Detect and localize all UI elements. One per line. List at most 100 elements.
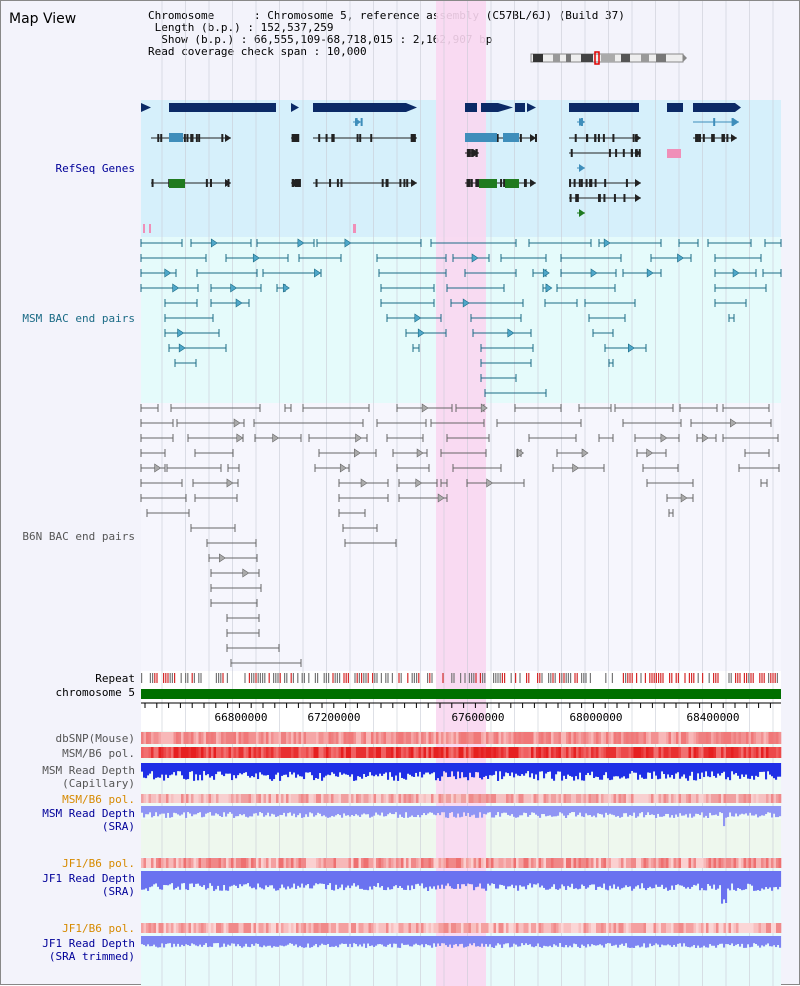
msm-bac-track[interactable] — [140, 238, 782, 397]
depth-bar — [271, 763, 274, 781]
depth-bar — [191, 763, 194, 772]
depth-bar — [599, 871, 602, 887]
depth-bar — [147, 806, 150, 815]
depth-bar — [239, 936, 242, 947]
depth-bar — [735, 806, 738, 814]
heat-cell — [723, 923, 727, 933]
heat-cell — [161, 923, 164, 933]
heat-cell — [351, 794, 354, 803]
heat-cell — [336, 732, 339, 744]
heat-cell — [513, 732, 517, 744]
heat-cell — [461, 794, 464, 803]
heat-cell — [741, 732, 744, 744]
depth-bar — [521, 871, 524, 887]
gene-arrow — [635, 149, 641, 157]
bac-marker — [226, 478, 234, 488]
heat-cell — [638, 858, 642, 868]
depth-bar — [357, 806, 360, 816]
exon — [702, 134, 705, 142]
depth-bar — [497, 763, 500, 781]
depth-bar — [649, 806, 652, 815]
repeat-mark — [473, 673, 475, 683]
depth-bar — [201, 871, 204, 887]
depth-bar — [259, 871, 262, 888]
heat-cell — [643, 923, 647, 933]
heat-cell — [508, 858, 512, 868]
exon — [711, 134, 714, 142]
bac-marker — [486, 478, 494, 488]
heat-cell — [443, 732, 447, 744]
heat-cell — [341, 732, 344, 744]
heat-cell — [491, 732, 494, 744]
depth-bar — [433, 763, 436, 773]
heat-cell — [281, 923, 284, 933]
heat-cell — [318, 732, 322, 744]
heat-cell — [343, 747, 347, 758]
exon — [399, 179, 402, 187]
depth-bar — [569, 936, 572, 946]
depth-bar — [169, 806, 172, 818]
heat-cell — [541, 858, 544, 868]
depth-bar — [623, 936, 626, 946]
heat-cell — [646, 747, 649, 758]
depth-bar — [331, 763, 334, 773]
depth-bar — [763, 936, 766, 947]
heat-cell — [408, 923, 412, 933]
depth-bar — [669, 763, 672, 778]
repeat-mark — [708, 673, 710, 683]
depth-bar — [261, 806, 264, 814]
depth-bar — [597, 763, 600, 778]
refseq-genes-track[interactable] — [141, 103, 741, 233]
depth-bar — [233, 806, 236, 818]
heat-cell — [541, 747, 544, 758]
depth-bar — [225, 871, 228, 891]
depth-bar — [713, 936, 716, 946]
heat-cell — [316, 858, 319, 868]
depth-bar — [663, 871, 666, 889]
depth-bar — [163, 763, 166, 781]
heat-cell — [751, 747, 754, 758]
depth-bar — [283, 806, 286, 813]
heat-cell — [666, 747, 669, 758]
depth-bar — [247, 936, 250, 947]
depth-bar — [499, 871, 502, 885]
depth-bar — [477, 936, 480, 947]
heat-cell — [238, 732, 242, 744]
repeat-mark — [334, 673, 336, 683]
heat-cell — [178, 732, 182, 744]
highlight-region[interactable] — [436, 1, 486, 986]
heat-cell — [536, 732, 539, 744]
heat-cell — [171, 858, 174, 868]
heat-cell — [323, 732, 327, 744]
depth-bar — [713, 763, 716, 776]
depth-bar — [777, 806, 780, 818]
depth-bar — [479, 763, 482, 778]
exon — [466, 179, 469, 187]
repeat-mark — [262, 673, 264, 683]
gene-block — [667, 103, 683, 112]
heat-cell — [173, 794, 177, 803]
depth-bar — [381, 806, 384, 813]
heat-cell — [513, 794, 517, 803]
depth-bar — [241, 763, 244, 775]
exon — [476, 179, 479, 187]
repeat-mark — [200, 673, 202, 683]
depth-bar — [331, 806, 334, 816]
heat-cell — [551, 923, 554, 933]
depth-bar — [451, 871, 454, 889]
depth-bar — [219, 936, 222, 948]
depth-bar — [467, 871, 470, 884]
b6n-bac-track[interactable] — [140, 403, 780, 667]
heat-cell — [423, 858, 427, 868]
heat-cell — [518, 794, 522, 803]
depth-bar — [523, 806, 526, 813]
heat-cell — [218, 732, 222, 744]
repeat-mark — [339, 673, 341, 683]
bac-marker — [210, 238, 218, 248]
exon — [385, 179, 388, 187]
repeat-mark — [669, 673, 671, 683]
depth-bar — [693, 806, 696, 817]
heat-cell — [408, 858, 412, 868]
heat-cell — [391, 794, 394, 803]
